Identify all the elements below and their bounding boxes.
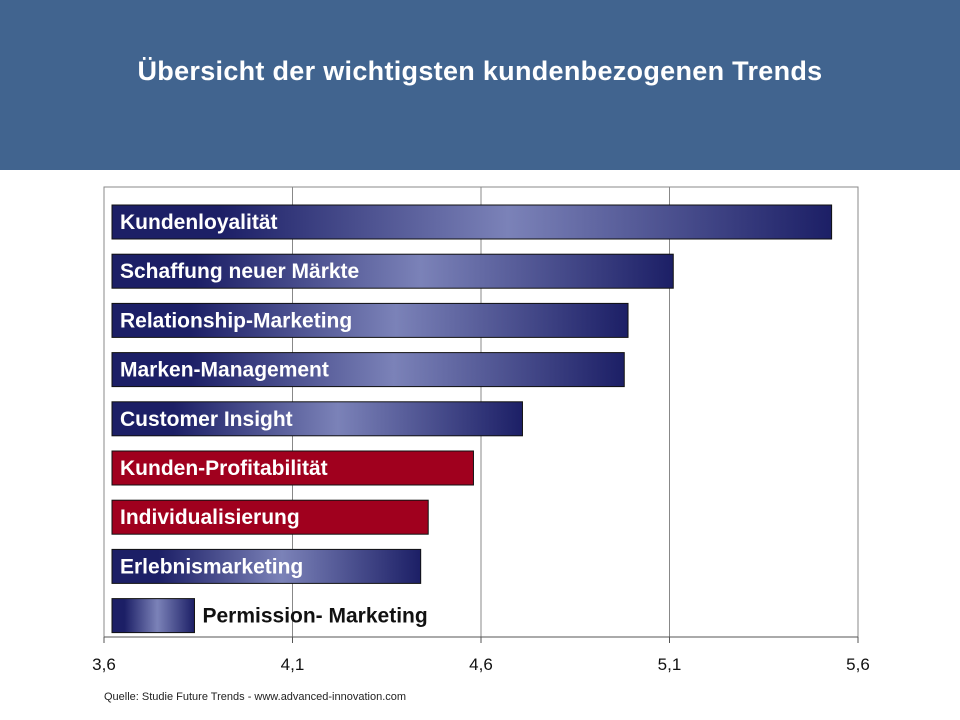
bar-label: Individualisierung bbox=[120, 506, 300, 529]
bar bbox=[111, 548, 422, 584]
bar-label: Customer Insight bbox=[120, 408, 293, 431]
page-title: Übersicht der wichtigsten kundenbezogene… bbox=[137, 56, 823, 86]
bar bbox=[111, 253, 674, 289]
x-tick-label: 3,6 bbox=[92, 655, 116, 674]
bar-label: Kundenloyalität bbox=[120, 211, 278, 234]
bar bbox=[111, 352, 625, 388]
bar-label: Marken-Management bbox=[120, 359, 329, 382]
bar-label: Kunden-Profitabilität bbox=[120, 457, 328, 480]
bar bbox=[111, 302, 629, 338]
bar-label: Relationship-Marketing bbox=[120, 309, 352, 332]
bar-label: Erlebnismarketing bbox=[120, 555, 303, 578]
x-tick-label: 4,1 bbox=[281, 655, 305, 674]
source-note: Quelle: Studie Future Trends - www.advan… bbox=[104, 691, 407, 703]
bar bbox=[111, 450, 474, 486]
bar bbox=[111, 204, 833, 240]
x-tick-label: 4,6 bbox=[469, 655, 493, 674]
bar bbox=[111, 598, 195, 634]
bar-label: Permission- Marketing bbox=[202, 605, 427, 628]
bar bbox=[111, 499, 429, 535]
bar-label: Schaffung neuer Märkte bbox=[120, 260, 359, 283]
bar bbox=[111, 401, 523, 437]
x-tick-label: 5,1 bbox=[658, 655, 682, 674]
x-tick-label: 5,6 bbox=[846, 655, 870, 674]
header-banner: Übersicht der wichtigsten kundenbezogene… bbox=[0, 0, 960, 170]
